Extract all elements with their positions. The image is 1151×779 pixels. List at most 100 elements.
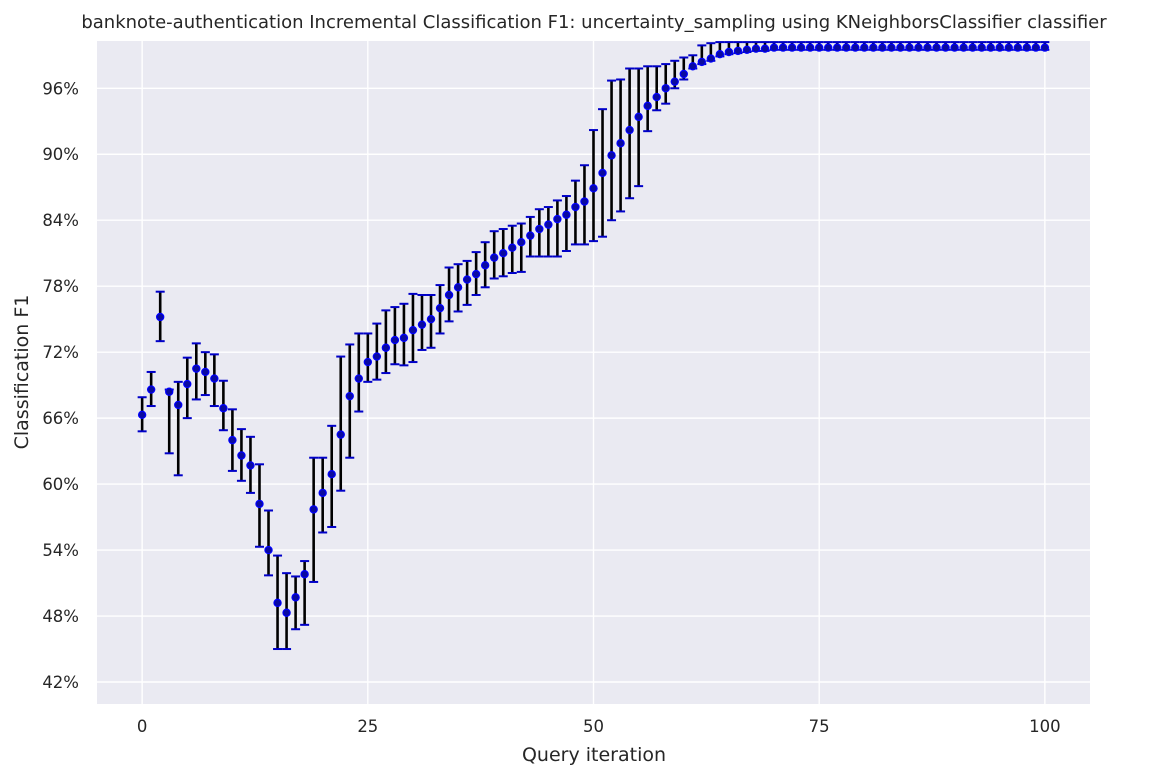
- data-point: [192, 364, 201, 373]
- data-point: [833, 43, 842, 52]
- data-point: [354, 374, 363, 383]
- data-point: [968, 43, 977, 52]
- y-tick-label: 42%: [42, 673, 79, 692]
- x-tick-label: 25: [357, 717, 378, 736]
- data-point: [399, 333, 409, 343]
- data-point: [490, 253, 499, 262]
- error-bar: [652, 65, 662, 112]
- data-point: [733, 46, 743, 56]
- data-point: [950, 43, 959, 52]
- data-point: [941, 43, 950, 52]
- data-point: [345, 391, 354, 401]
- data-point: [878, 43, 887, 52]
- data-point: [453, 283, 463, 292]
- error-bar: [643, 65, 653, 133]
- data-point: [598, 168, 607, 178]
- data-point: [363, 357, 373, 367]
- error-bar: [336, 355, 346, 492]
- data-point: [661, 84, 670, 93]
- y-tick-label: 54%: [42, 541, 79, 560]
- data-point: [201, 367, 210, 377]
- data-point: [869, 43, 878, 52]
- data-point: [896, 43, 905, 52]
- data-point: [905, 43, 914, 52]
- error-bar: [390, 306, 400, 366]
- data-point: [471, 269, 481, 279]
- error-bar: [345, 343, 355, 459]
- data-point: [787, 43, 797, 52]
- x-tick-label: 0: [137, 717, 148, 736]
- data-point: [336, 430, 345, 439]
- data-point: [246, 461, 255, 470]
- data-point: [1004, 43, 1013, 52]
- data-point: [282, 608, 291, 617]
- data-point: [652, 92, 661, 102]
- data-point: [1031, 43, 1041, 52]
- data-point: [562, 210, 571, 219]
- data-point: [327, 470, 336, 479]
- data-point: [706, 54, 716, 63]
- y-tick-labels: 42% 48% 54% 60% 66% 72% 78% 84% 90% 96%: [42, 79, 79, 692]
- data-point: [923, 43, 932, 52]
- y-axis-label: Classification F1: [11, 295, 33, 450]
- y-tick-label: 78%: [42, 277, 79, 296]
- data-point: [796, 43, 806, 52]
- data-point: [887, 43, 896, 52]
- data-point: [715, 49, 725, 59]
- data-point: [697, 57, 707, 67]
- data-point: [165, 387, 174, 396]
- y-tick-label: 84%: [42, 211, 79, 230]
- data-point: [959, 43, 968, 52]
- data-point: [1040, 43, 1050, 52]
- error-bar: [264, 509, 274, 577]
- data-point: [210, 374, 219, 383]
- data-point: [219, 404, 228, 413]
- data-point: [255, 499, 264, 509]
- data-point: [670, 77, 679, 86]
- data-point: [1022, 43, 1032, 52]
- data-point: [814, 43, 824, 52]
- data-point: [508, 243, 517, 252]
- data-point: [291, 593, 300, 602]
- data-point: [535, 224, 544, 234]
- data-point: [571, 202, 580, 212]
- error-bar: [354, 332, 364, 413]
- data-point: [444, 290, 454, 300]
- data-point: [526, 231, 535, 240]
- data-point: [174, 400, 183, 410]
- data-point: [589, 184, 598, 193]
- error-bar: [381, 309, 391, 375]
- y-tick-label: 60%: [42, 475, 79, 494]
- data-point: [300, 570, 309, 579]
- chart-title: banknote-authentication Incremental Clas…: [81, 12, 1107, 33]
- y-tick-label: 66%: [42, 409, 79, 428]
- data-point: [237, 451, 246, 460]
- error-bar: [309, 456, 319, 583]
- data-point: [1013, 43, 1022, 52]
- data-point: [417, 320, 427, 329]
- x-tick-label: 75: [809, 717, 830, 736]
- error-bar: [516, 222, 526, 273]
- data-point: [408, 325, 418, 335]
- x-axis-label: Query iteration: [522, 744, 666, 766]
- data-point: [724, 47, 734, 57]
- error-bar: [291, 575, 301, 631]
- data-point: [769, 43, 779, 52]
- data-point: [553, 214, 562, 224]
- data-point: [544, 220, 553, 229]
- data-point: [914, 43, 923, 52]
- error-bar: [561, 195, 571, 253]
- data-point: [426, 314, 436, 324]
- data-point: [986, 43, 995, 52]
- data-point: [372, 352, 382, 361]
- data-point: [146, 385, 156, 394]
- y-tick-label: 48%: [42, 607, 79, 626]
- data-point: [742, 45, 752, 54]
- error-bar: [661, 63, 671, 105]
- data-point: [688, 62, 698, 71]
- data-point: [155, 312, 165, 322]
- error-bar: [607, 79, 617, 222]
- x-tick-label: 100: [1029, 717, 1061, 736]
- data-point: [842, 43, 851, 52]
